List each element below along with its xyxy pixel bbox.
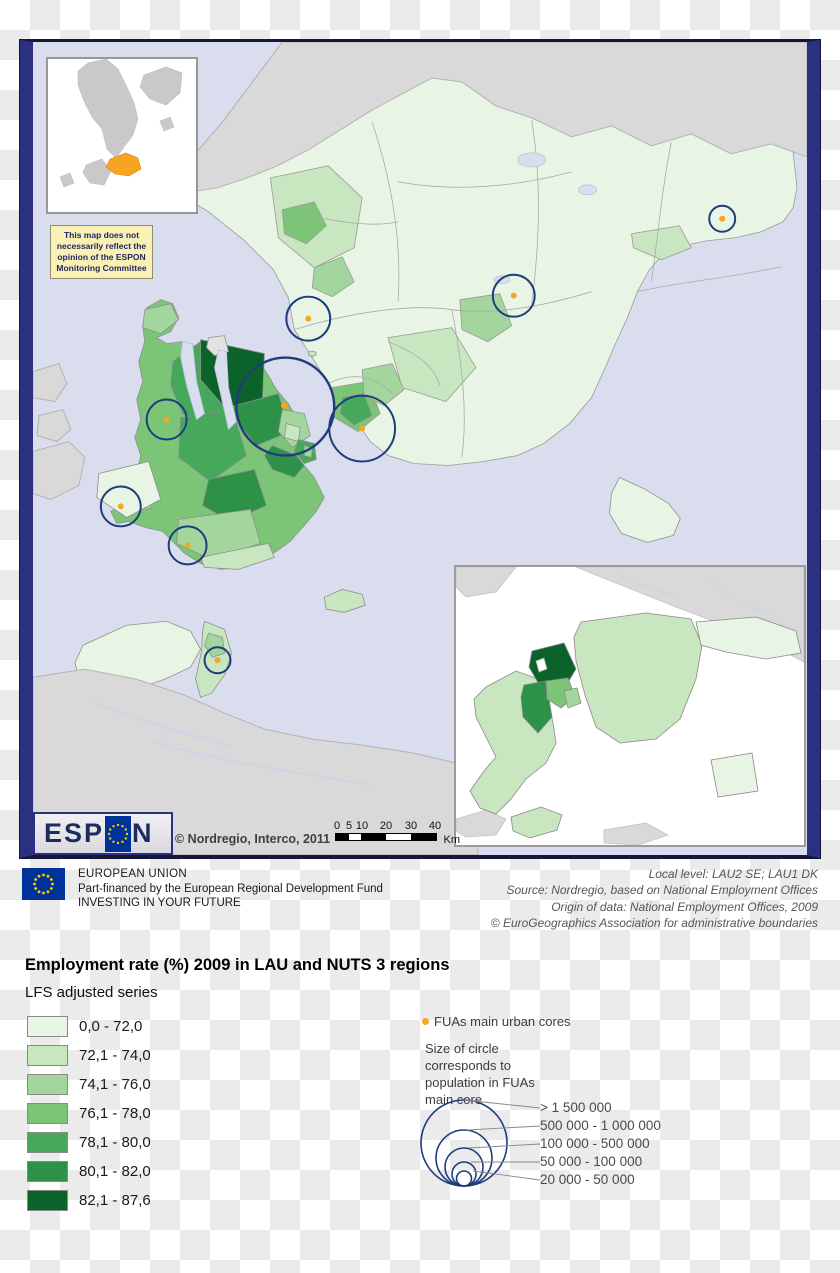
admin-boundaries xyxy=(294,119,782,458)
eu-flag-icon xyxy=(22,868,65,900)
legend-row: 76,1 - 78,0 xyxy=(27,1103,151,1124)
fua-core-dots xyxy=(117,215,726,664)
source-line-4: © EuroGeographics Association for admini… xyxy=(490,916,818,931)
legend-label: 82,1 - 87,6 xyxy=(79,1192,151,1209)
rivers xyxy=(92,700,373,786)
thematic-map-canvas xyxy=(33,42,807,855)
detail-inset-canvas xyxy=(456,567,804,845)
legend-row: 78,1 - 80,0 xyxy=(27,1132,151,1153)
fua-size-label: 50 000 - 100 000 xyxy=(540,1154,643,1169)
scale-tick: 30 xyxy=(404,820,418,832)
baltic-east-shape xyxy=(139,66,183,106)
eu-stars-square-icon xyxy=(105,815,132,852)
legend-swatch xyxy=(27,1103,68,1124)
map-copyright: © Nordregio, Interco, 2011 xyxy=(175,832,331,846)
scale-tick: 40 xyxy=(428,820,442,832)
fua-dot-icon xyxy=(422,1018,429,1025)
fua-size-caption: Size of circle corresponds to population… xyxy=(425,1041,535,1108)
scale-tick: 20 xyxy=(379,820,393,832)
outside-study-area-west xyxy=(33,362,479,855)
scandinavia-shape xyxy=(77,59,139,159)
source-line-2: Source: Nordregio, based on National Emp… xyxy=(506,883,819,898)
legend-label: 0,0 - 72,0 xyxy=(79,1018,143,1035)
fua-size-label: 20 000 - 50 000 xyxy=(540,1172,635,1187)
eu-line-3: INVESTING IN YOUR FUTURE xyxy=(78,897,241,910)
espon-logo-text-left: ESP xyxy=(44,818,105,848)
legend-swatch xyxy=(27,1190,68,1211)
legend-row: 0,0 - 72,0 xyxy=(27,1016,151,1037)
fua-leader-lines xyxy=(463,1099,541,1181)
legend-swatch xyxy=(27,1132,68,1153)
legend-label: 80,1 - 82,0 xyxy=(79,1163,151,1180)
bornholm-island xyxy=(609,476,681,543)
map-subtitle: LFS adjusted series xyxy=(25,984,158,1001)
locator-inset-canvas xyxy=(48,59,196,212)
espon-logo-text-right: N xyxy=(132,818,154,848)
eu-attribution: EUROPEAN UNION Part-financed by the Euro… xyxy=(78,867,383,911)
fua-dot-label: FUAs main urban cores xyxy=(434,1014,571,1029)
fua-size-label: 500 000 - 1 000 000 xyxy=(540,1118,661,1133)
fua-circles xyxy=(99,204,737,675)
disclaimer-box: This map does not necessarily reflect th… xyxy=(50,225,153,280)
study-area-highlight xyxy=(105,152,142,177)
scale-tick: 5 xyxy=(345,820,353,832)
outside-study-area-north xyxy=(162,42,807,193)
legend-swatch xyxy=(27,1161,68,1182)
legend-label: 72,1 - 74,0 xyxy=(79,1047,151,1064)
map-title: Employment rate (%) 2009 in LAU and NUTS… xyxy=(25,956,450,974)
eu-line-2: Part-financed by the European Regional D… xyxy=(78,882,383,895)
main-map: This map does not necessarily reflect th… xyxy=(19,39,821,859)
jutland-shape xyxy=(82,158,112,186)
legend-label: 74,1 - 76,0 xyxy=(79,1076,151,1093)
zealand xyxy=(96,299,325,570)
legend-row: 80,1 - 82,0 xyxy=(27,1161,151,1182)
legend-row: 74,1 - 76,0 xyxy=(27,1074,151,1095)
scale-unit: Km xyxy=(443,834,461,846)
scale-tick: 0 xyxy=(333,820,341,832)
legend-swatch xyxy=(27,1045,68,1066)
fua-dot-legend: FUAs main urban cores xyxy=(422,1014,571,1029)
scale-bar-segments xyxy=(335,833,437,841)
scale-bar: 0 5 10 20 30 40 Km xyxy=(333,820,461,846)
fua-size-label: > 1 500 000 xyxy=(540,1100,612,1115)
source-line-1: Local level: LAU2 SE; LAU1 DK xyxy=(648,867,818,881)
source-line-3: Origin of data: National Employment Offi… xyxy=(551,899,818,914)
locator-inset-map xyxy=(46,57,198,214)
espon-logo: ESP N xyxy=(33,812,173,855)
legend-row: 72,1 - 74,0 xyxy=(27,1045,151,1066)
scale-tick: 10 xyxy=(355,820,369,832)
source-attribution: Local level: LAU2 SE; LAU1 DK Source: No… xyxy=(491,866,818,932)
fua-size-circles xyxy=(420,1099,541,1187)
legend-row: 82,1 - 87,6 xyxy=(27,1190,151,1211)
legend-label: 76,1 - 78,0 xyxy=(79,1105,151,1122)
choropleth-legend: 0,0 - 72,0 72,1 - 74,0 74,1 - 76,0 76,1 … xyxy=(27,1016,151,1219)
fua-size-label: 100 000 - 500 000 xyxy=(540,1136,650,1151)
legend-label: 78,1 - 80,0 xyxy=(79,1134,151,1151)
legend-swatch xyxy=(27,1016,68,1037)
legend-swatch xyxy=(27,1074,68,1095)
detail-inset-map xyxy=(454,565,806,847)
eu-line-1: EUROPEAN UNION xyxy=(78,868,187,880)
